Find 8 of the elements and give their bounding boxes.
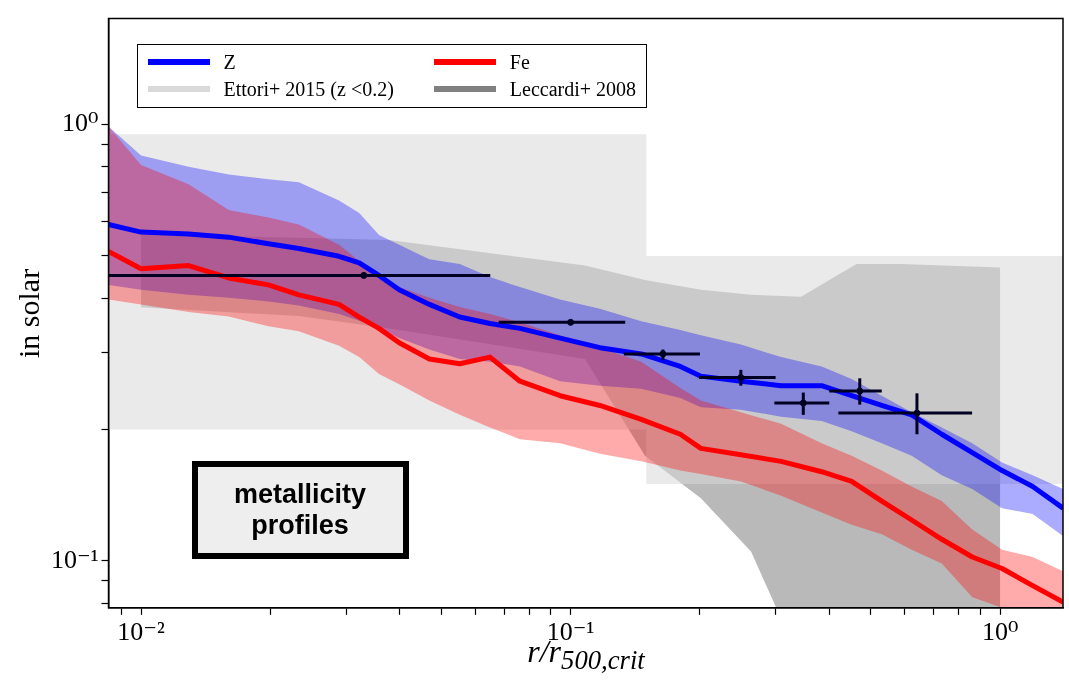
x-tick-label: 10⁻² (117, 617, 166, 647)
x-tick-label: 10⁰ (982, 617, 1019, 647)
legend-label: Z (223, 50, 236, 74)
legend-label: Leccardi+ 2008 (509, 77, 637, 101)
y-axis-title: in solar (12, 268, 46, 358)
legend-label: Fe (509, 50, 530, 74)
legend-label: Ettori+ 2015 (z <0.2) (223, 77, 394, 101)
annotation: metallicity profiles (191, 460, 409, 559)
